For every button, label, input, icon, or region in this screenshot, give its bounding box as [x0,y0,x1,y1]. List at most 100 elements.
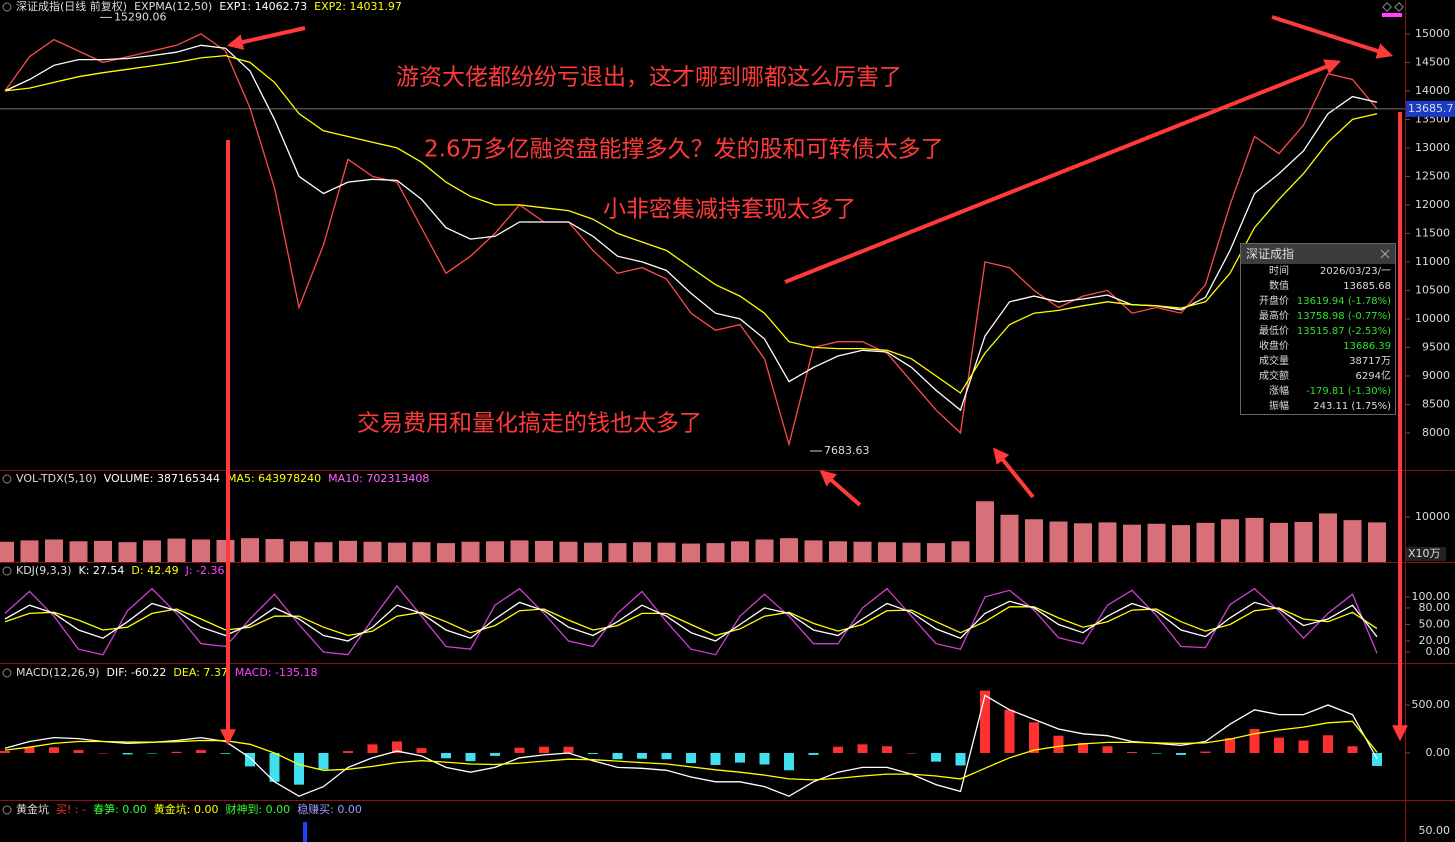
bar [563,746,574,753]
bar [343,751,353,753]
bar [735,752,745,763]
bar [661,752,672,760]
bar [808,752,819,755]
bar [927,543,945,562]
header-icon [2,474,12,484]
bar [1196,522,1215,562]
y-tick-label: 80.00 [1419,601,1451,614]
bar [1053,735,1064,753]
info-label: 涨幅 [1269,386,1289,397]
bar [857,744,868,753]
bar [1274,737,1284,753]
bar [1147,523,1166,562]
bar [1323,735,1333,753]
y-tick-label: 20.00 [1419,634,1451,647]
info-value: 13758.98 (-0.77%) [1296,311,1391,322]
bar [931,752,941,762]
info-label: 开盘价 [1259,296,1289,307]
max-label: 15290.06 [114,10,167,23]
info-row: 成交量 38717万 [1241,354,1395,369]
info-label: 最低价 [1259,326,1289,337]
panel-header: KDJ(9,3,3) K: 27.54 D: 42.49 J: -2.36 [16,564,225,577]
info-rows: 时间 2026/03/23/一 数值 13685.68 开盘价 13619.94 (-1.… [1241,264,1395,414]
y-tick-label: 14500 [1415,55,1450,68]
annotation: 游资大佬都纷纷亏退出，这才哪到哪都这么厉害了 [396,65,902,91]
header-item: 春笋: 0.00 [93,802,147,816]
info-label: 振幅 [1269,401,1289,412]
header-item: EXPMA(12,50) [134,0,212,13]
info-label: 最高价 [1259,311,1289,322]
header-item: 买! : - [56,803,86,816]
header-item: MA5: 643978240 [227,472,321,485]
unit-label: X10万 [1408,547,1441,560]
bar [363,541,382,562]
bar [1025,519,1043,562]
bar [220,752,231,754]
bar [878,542,896,562]
bar [686,752,696,764]
series-line [4,600,1378,642]
bar [1270,522,1288,562]
bar [1000,514,1019,562]
bar [171,751,182,753]
info-value: 13685.68 [1343,281,1391,292]
annotation: 小非密集减持套现太多了 [603,197,856,223]
bar [192,539,210,562]
panel-header: 深证成指(日线 前复权) EXPMA(12,50) EXP1: 14062.73 EX… [16,0,402,13]
info-title-bar: 深证成指 [1241,244,1395,264]
header-item: EXP1: 14062.73 [219,0,307,13]
bar [1368,522,1386,562]
bar [367,744,378,753]
bar [69,541,88,562]
info-value: 2026/03/23/一 [1319,266,1391,277]
bar [392,741,402,753]
info-row: 收盘价 13686.39 [1241,339,1395,354]
bar [1347,746,1358,753]
bar [657,542,676,562]
info-value: -179.81 (-1.30%) [1306,386,1391,397]
y-tick-label: 9000 [1422,369,1450,382]
panel-header: MACD(12,26,9) DIF: -60.22 DEA: 7.37 MACD: -… [16,666,318,679]
bar [951,541,970,562]
info-label: 成交额 [1259,371,1289,382]
bar [167,538,186,562]
bar [269,752,280,782]
bar [1372,752,1382,766]
header-item: KDJ(9,3,3) [16,564,72,577]
header-item: 黄金坑: 0.00 [154,802,219,816]
bar [98,752,108,754]
info-label: 数值 [1269,281,1289,292]
info-row: 振幅 243.11 (1.75%) [1241,399,1395,414]
bar [833,746,843,753]
bar [0,751,10,753]
bar [731,541,749,562]
y-tick-label: 15000 [1415,27,1450,40]
bar [241,538,259,562]
info-row: 成交额 6294亿 [1241,369,1395,384]
bar [1343,520,1362,562]
bar [461,541,480,562]
scroll-marker [1382,13,1402,17]
bar [94,540,112,562]
last-price-box [1406,100,1455,117]
series-line [4,720,1378,781]
panel-header: VOL-TDX(5,10) VOLUME: 387165344 MA5: 64397… [16,472,429,485]
bar [1127,752,1137,753]
y-tick-label: 10500 [1415,283,1450,296]
bar [486,541,504,562]
info-value: 6294亿 [1355,371,1391,382]
info-label: 收盘价 [1259,341,1289,352]
arrows [220,15,1408,746]
close-icon[interactable] [1380,249,1390,259]
icon[interactable] [1394,2,1404,12]
icon[interactable] [1382,2,1392,12]
info-title: 深证成指 [1246,247,1295,261]
bar [1172,525,1190,562]
last-price-label: 13685.7 [1408,102,1454,115]
bar [465,752,476,762]
annotations: 游资大佬都纷纷亏退出，这才哪到哪都这么厉害了 2.6万多亿融资盘能撑多久？发的股… [357,65,944,437]
series-line [4,33,1378,447]
y-tick-label: 10000 [1415,312,1450,325]
header-item: 财神到: 0.00 [225,802,290,816]
bar [955,752,966,766]
